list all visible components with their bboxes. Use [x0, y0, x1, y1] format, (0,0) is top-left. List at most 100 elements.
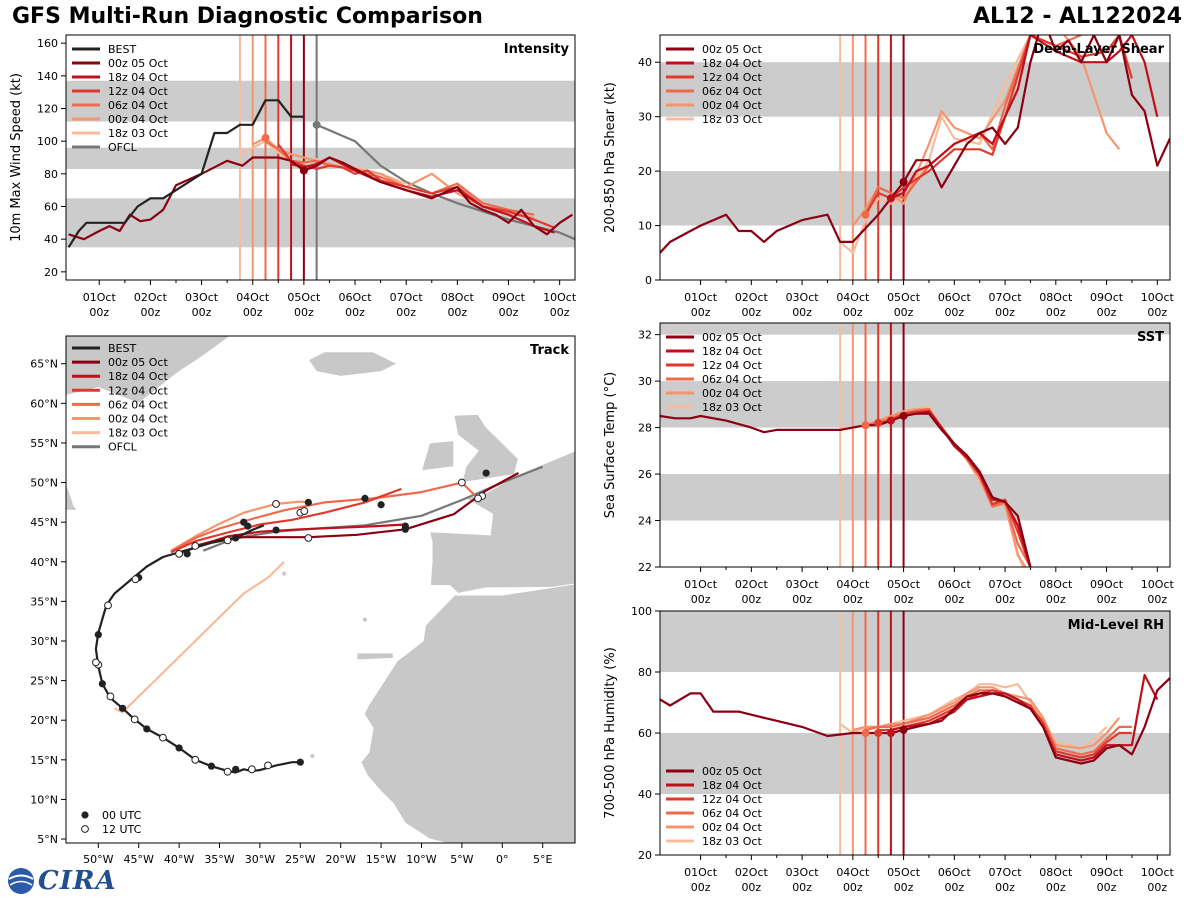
- shaded-band: [660, 611, 1170, 672]
- data-point: [886, 194, 895, 203]
- y-tick-label: 100: [37, 135, 58, 148]
- y-axis-label: 700-500 hPa Humidity (%): [603, 647, 618, 819]
- y-tick-label: 45°N: [30, 516, 58, 529]
- data-point: [261, 133, 270, 142]
- x-tick-label: 00z: [995, 306, 1015, 319]
- ireland-land: [420, 440, 455, 472]
- series-line: [67, 99, 304, 248]
- y-tick-label: 20: [638, 849, 652, 862]
- panel-title: Intensity: [504, 42, 570, 57]
- track-line: [178, 523, 406, 555]
- x-tick-label: 04Oct: [836, 291, 870, 304]
- shear-plot-area: [660, 35, 1170, 280]
- x-tick-label: 00z: [1147, 593, 1167, 606]
- y-tick-label: 22: [638, 561, 652, 574]
- legend-marker-12utc: [81, 825, 89, 833]
- y-tick-label: 26: [638, 468, 652, 481]
- x-tick-label: 00z: [894, 306, 914, 319]
- y-tick-label: 100: [631, 605, 652, 618]
- x-tick-label: 09Oct: [1090, 866, 1124, 879]
- track-point-12utc: [175, 549, 184, 558]
- data-point: [899, 725, 908, 734]
- cape-verde-land: [310, 753, 315, 758]
- x-tick-label: 00z: [1097, 306, 1117, 319]
- legend-label: 18z 04 Oct: [108, 71, 168, 84]
- y-tick-label: 40°N: [30, 556, 58, 569]
- y-tick-label: 10: [638, 220, 652, 233]
- x-tick-label: 10Oct: [1141, 866, 1175, 879]
- x-tick-label: 01Oct: [684, 866, 718, 879]
- track-chart: 5°N 10°N 15°N 20°N 25°N 30°N 35°N 40°N 45°N 50°N 5…: [30, 335, 576, 866]
- legend-label: 00z 04 Oct: [108, 413, 168, 426]
- y-tick-label: 20: [638, 165, 652, 178]
- legend-label: 00z 05 Oct: [108, 356, 168, 369]
- x-tick-label: 00z: [243, 306, 263, 319]
- x-tick-label: 5°W: [450, 853, 473, 866]
- track-point-12utc: [131, 575, 140, 584]
- x-tick-label: 00z: [995, 593, 1015, 606]
- y-tick-label: 28: [638, 422, 652, 435]
- x-tick-label: 00z: [944, 306, 964, 319]
- x-tick-label: 03Oct: [786, 866, 820, 879]
- y-tick-label: 24: [638, 515, 652, 528]
- x-tick-label: 00z: [691, 306, 711, 319]
- legend-label: BEST: [108, 342, 136, 355]
- y-tick-label: 60: [638, 727, 652, 740]
- page-title: GFS Multi-Run Diagnostic Comparison: [12, 4, 483, 29]
- x-tick-label: 20°W: [326, 853, 356, 866]
- x-tick-label: 00z: [1097, 593, 1117, 606]
- x-tick-label: 50°W: [83, 853, 113, 866]
- x-tick-label: 06Oct: [339, 291, 373, 304]
- x-tick-label: 0°: [496, 853, 509, 866]
- track-point-12utc: [272, 500, 280, 508]
- x-tick-label: 00z: [843, 593, 863, 606]
- x-tick-label: 02Oct: [134, 291, 168, 304]
- x-tick-label: 00z: [792, 306, 812, 319]
- sst-plot-area: [660, 323, 1170, 567]
- legend-label: 00z 04 Oct: [108, 113, 168, 126]
- legend-label: 06z 04 Oct: [702, 85, 762, 98]
- x-tick-label: 00z: [1147, 881, 1167, 894]
- y-tick-label: 120: [37, 103, 58, 116]
- data-point: [874, 729, 883, 737]
- x-tick-label: 09Oct: [1090, 578, 1124, 591]
- y-tick-label: 25°N: [30, 675, 58, 688]
- panel-title: SST: [1137, 330, 1164, 345]
- legend-label: 12z 04 Oct: [702, 793, 762, 806]
- africa-land: [360, 583, 575, 843]
- data-point: [861, 210, 870, 219]
- data-point: [899, 178, 908, 186]
- x-tick-label: 00z: [944, 881, 964, 894]
- legend-label: OFCL: [108, 141, 138, 154]
- legend-label: 18z 03 Oct: [108, 127, 168, 140]
- x-tick-label: 00z: [741, 593, 761, 606]
- x-tick-label: 30°W: [245, 853, 275, 866]
- x-tick-label: 03Oct: [786, 291, 820, 304]
- track-line: [94, 524, 301, 774]
- legend-label: 12z 04 Oct: [702, 359, 762, 372]
- globe-icon: [8, 868, 34, 894]
- x-tick-label: 10Oct: [1141, 578, 1175, 591]
- x-tick-label: 05Oct: [887, 866, 921, 879]
- x-tick-label: 00z: [499, 306, 519, 319]
- y-tick-label: 35°N: [30, 595, 58, 608]
- track-point-12utc: [106, 692, 115, 701]
- y-tick-label: 32: [638, 329, 652, 342]
- y-tick-label: 55°N: [30, 437, 58, 450]
- x-tick-label: 00z: [792, 593, 812, 606]
- track-point-00utc: [98, 680, 106, 688]
- shaded-band: [660, 323, 1170, 335]
- x-tick-label: 03Oct: [786, 578, 820, 591]
- track-point-00utc: [361, 494, 369, 502]
- x-tick-label: 04Oct: [236, 291, 270, 304]
- x-tick-label: 00z: [294, 306, 314, 319]
- madeira-land: [362, 617, 367, 622]
- data-point: [861, 421, 870, 430]
- y-tick-label: 5°N: [37, 833, 58, 846]
- panel-title: Deep-Layer Shear: [1033, 42, 1164, 57]
- y-tick-label: 40: [638, 56, 652, 69]
- data-point: [874, 418, 883, 427]
- x-tick-label: 08Oct: [441, 291, 475, 304]
- x-tick-label: 00z: [691, 881, 711, 894]
- storm-id-title: AL12 - AL122024: [973, 4, 1182, 29]
